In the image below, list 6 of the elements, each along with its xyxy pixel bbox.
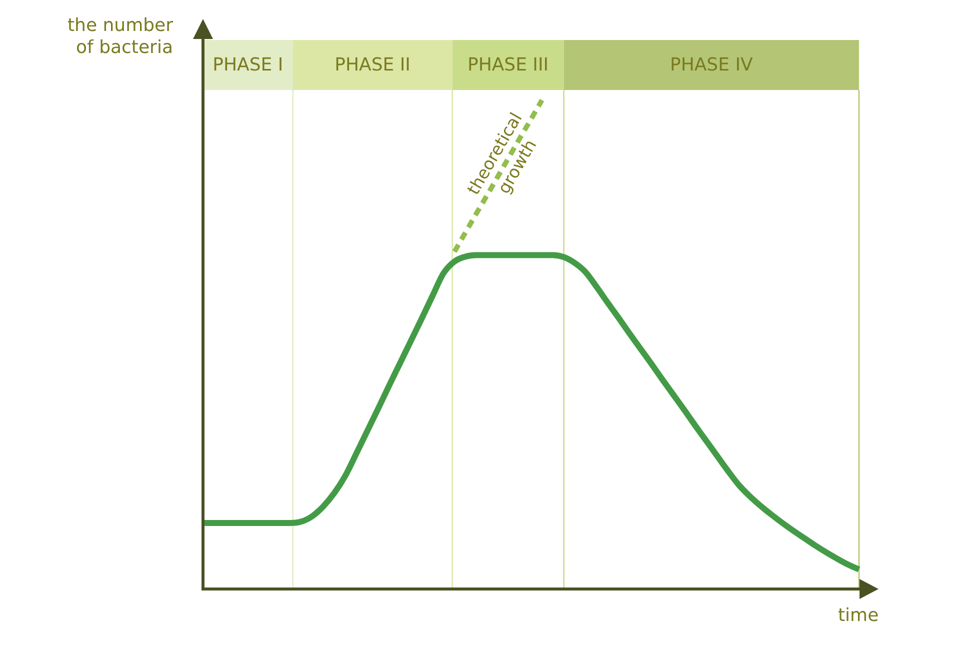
text: PHASE II (334, 54, 410, 76)
x-axis-title: time (838, 605, 879, 627)
text: PHASE I (212, 54, 284, 76)
text: PHASE IV (670, 54, 754, 76)
y-axis-title: the number of bacteria (66, 15, 173, 59)
text: PHASE III (467, 54, 549, 76)
